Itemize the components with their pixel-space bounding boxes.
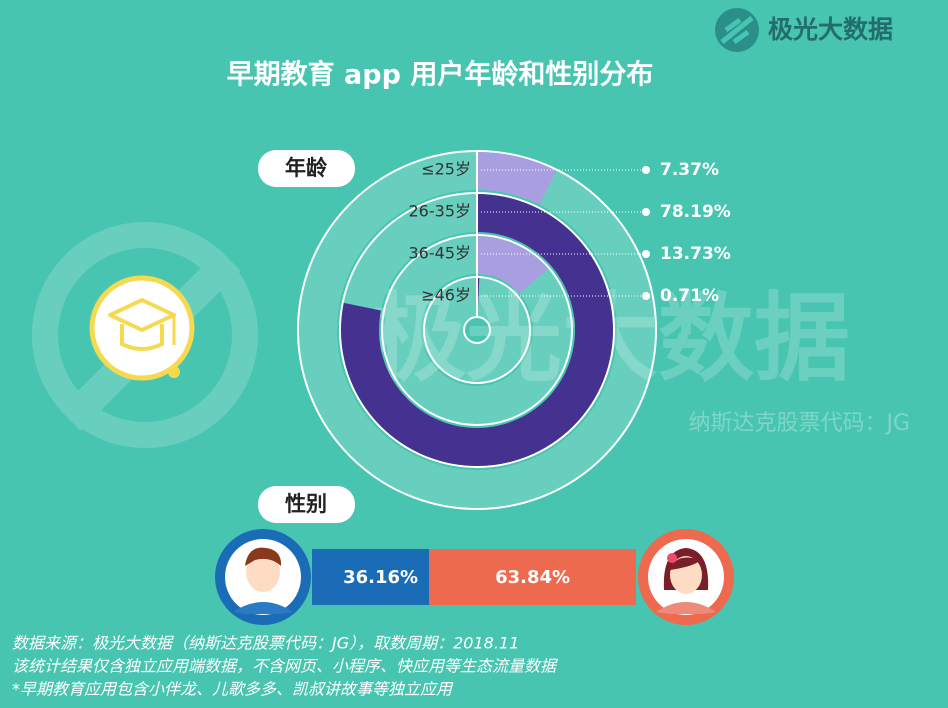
- ring-bar: [477, 236, 549, 294]
- value-label: 0.71%: [660, 286, 719, 306]
- footnote: 该统计结果仅含独立应用端数据，不含网页、小程序、快应用等生态流量数据: [12, 657, 558, 676]
- category-label: 26-35岁: [409, 202, 472, 221]
- gender-label: 性别: [285, 492, 327, 516]
- watermark-ticker: 纳斯达克股票代码：JG: [688, 411, 910, 436]
- notes: 数据来源：极光大数据（纳斯达克股票代码：JG），取数周期：2018.11 该统计结…: [12, 634, 558, 699]
- ring-outline: [463, 316, 491, 344]
- value-label: 63.84%: [495, 567, 570, 588]
- category-label: 36-45岁: [409, 244, 472, 263]
- value-label: 36.16%: [343, 567, 418, 588]
- value-label: 7.37%: [660, 160, 719, 180]
- bar-segment: [429, 549, 636, 605]
- gender-pill: [258, 486, 355, 523]
- footnote: *早期教育应用包含小伴龙、儿歌多多、凯叔讲故事等独立应用: [12, 680, 454, 699]
- value-label: 78.19%: [660, 202, 731, 222]
- ring-bar: [477, 152, 557, 205]
- title: 早期教育 app 用户年龄和性别分布: [227, 59, 654, 91]
- leader-dot: [642, 208, 650, 216]
- leader-dot: [642, 166, 650, 174]
- category-label: ≤25岁: [421, 160, 471, 179]
- footnote: 数据来源：极光大数据（纳斯达克股票代码：JG），取数周期：2018.11: [12, 634, 519, 653]
- logo-icon: [715, 8, 759, 52]
- age-pill: [258, 150, 355, 187]
- leader-dot: [642, 250, 650, 258]
- leader-dot: [642, 292, 650, 300]
- cap-icon: [89, 275, 195, 381]
- bar-segment: [312, 549, 430, 605]
- male-avatar: [215, 529, 311, 625]
- female-avatar: [638, 529, 734, 625]
- age-label: 年龄: [285, 156, 328, 180]
- logo-text: 极光大数据: [768, 15, 893, 44]
- value-label: 13.73%: [660, 244, 731, 264]
- category-label: ≥46岁: [421, 286, 471, 305]
